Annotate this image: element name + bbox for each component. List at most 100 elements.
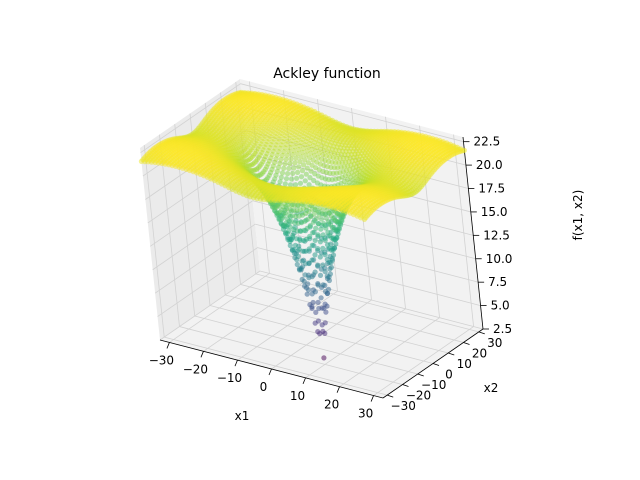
scatter-point [323, 225, 329, 231]
scatter-point [320, 262, 326, 268]
z-axis-label: f(x1, x2) [571, 190, 585, 241]
y-tick-mark [463, 342, 470, 345]
scatter-point [315, 246, 321, 252]
y-tick-label: −30 [391, 399, 416, 413]
scatter-point [297, 180, 304, 186]
scatter-point [298, 174, 305, 180]
x-tick-label: −30 [149, 353, 174, 367]
scatter-point [313, 309, 319, 315]
scatter-point [287, 182, 294, 188]
scatter-point [316, 212, 322, 218]
scatter-point [293, 182, 299, 188]
scatter-point [285, 216, 291, 222]
scatter-point [295, 169, 301, 175]
scatter-point [287, 224, 293, 230]
scatter-point [275, 164, 282, 170]
scatter-point [287, 242, 293, 249]
scatter-point [312, 269, 318, 275]
scatter-point [315, 232, 321, 238]
scatter-point [295, 253, 301, 259]
scatter-point [324, 273, 330, 279]
y-tick-label: −10 [421, 378, 446, 392]
x-gridline-back [453, 134, 474, 327]
z-gridline-left [157, 247, 258, 317]
x-tick-mark [268, 368, 272, 376]
scatter-point [308, 168, 314, 174]
y-tick-label: −20 [406, 389, 431, 403]
scatter-point [285, 171, 291, 177]
scatter-point [315, 262, 321, 268]
z-tick-label: 2.5 [493, 322, 512, 336]
y-tick-label: 20 [472, 346, 487, 360]
z-tick-label: 10.0 [486, 252, 513, 266]
scatter-point [296, 164, 302, 170]
z-tick-label: 22.5 [474, 135, 501, 149]
scatter-point [286, 148, 292, 154]
scatter-point [317, 272, 324, 278]
scatter-point [290, 232, 296, 239]
z-gridline-left [140, 83, 241, 154]
chart-title: Ackley function [273, 66, 381, 82]
x-axis-label: x1 [235, 409, 250, 423]
scatter-point [322, 237, 328, 243]
scatter-point [313, 225, 319, 231]
y-gridline-floor [179, 326, 403, 385]
y-tick-mark [402, 384, 409, 387]
y-gridline-floor [164, 336, 388, 396]
scatter-point [283, 156, 289, 162]
scatter-point [310, 230, 316, 236]
scatter-point [299, 168, 306, 174]
scatter-point [305, 160, 311, 166]
x-tick-mark [336, 386, 340, 393]
scatter-point [282, 181, 288, 187]
scatter-point [277, 160, 283, 166]
scatter-point [309, 242, 315, 248]
scatter-point [301, 278, 307, 284]
scatter-point [302, 272, 308, 278]
scatter-point [284, 152, 290, 158]
y-gridline-left [143, 145, 165, 338]
scatter-point [312, 289, 318, 295]
scatter-point [288, 237, 294, 243]
z-tick-label: 15.0 [481, 205, 508, 219]
scatter-point [286, 165, 292, 172]
scatter-point [309, 274, 315, 280]
scatter-point [322, 252, 328, 258]
z-gridline-left [159, 270, 261, 341]
scatter-point [278, 156, 284, 162]
scatter-point [279, 152, 285, 158]
scatter-point [313, 215, 319, 222]
scatter-point [317, 239, 323, 245]
scatter-point [324, 242, 331, 248]
scatter-point [317, 331, 323, 337]
scatter-points [138, 89, 467, 361]
scatter-point [318, 295, 324, 301]
scatter-point [278, 174, 284, 180]
scatter-point [324, 256, 330, 262]
scatter-point [316, 305, 322, 312]
scatter-point [306, 246, 312, 252]
scatter-point [292, 160, 298, 166]
scatter-point [299, 149, 305, 155]
scatter-point [282, 161, 288, 167]
scatter-point [325, 229, 331, 235]
scatter-point [277, 179, 283, 185]
z-gridline-back [259, 270, 484, 330]
y-tick-label: 10 [457, 357, 472, 371]
y-gridline-floor [255, 273, 479, 333]
scatter-point [301, 162, 307, 168]
scatter-point [320, 245, 326, 251]
scatter-point [322, 288, 329, 295]
scatter-point [310, 219, 316, 225]
scatter-point [296, 147, 302, 153]
scatter-point [290, 170, 296, 176]
x-tick-mark [370, 395, 374, 402]
scatter-point [286, 228, 292, 234]
scatter-point [294, 151, 300, 157]
scatter-point [307, 233, 313, 239]
scatter-point [321, 221, 327, 227]
scatter-point [288, 156, 294, 162]
x-tick-mark [302, 377, 306, 385]
x-tick-mark [166, 342, 170, 349]
y-gridline-left [159, 134, 180, 327]
